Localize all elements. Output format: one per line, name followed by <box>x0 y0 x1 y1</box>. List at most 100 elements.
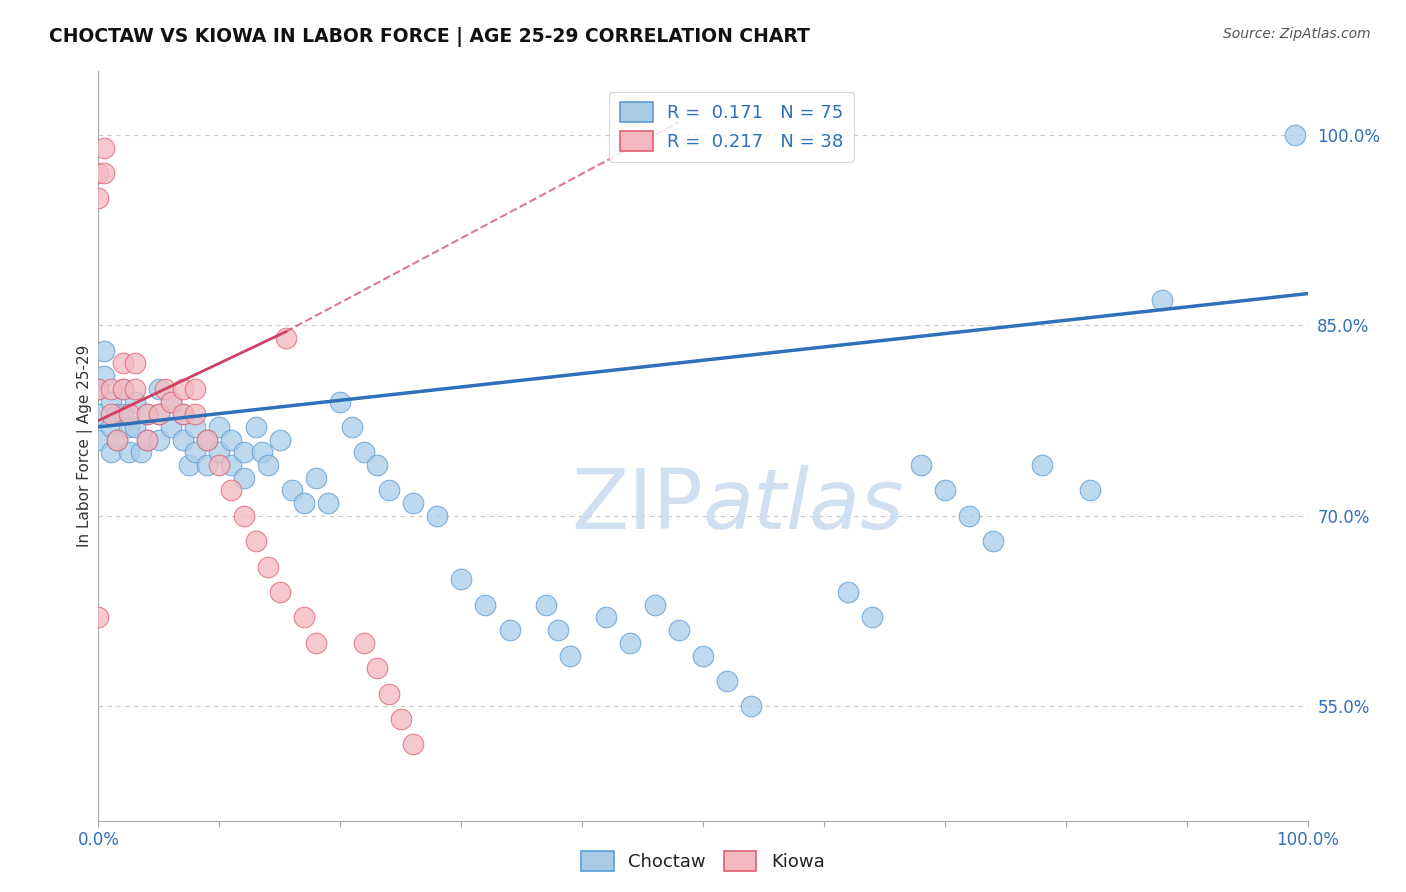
Point <box>87 382 110 396</box>
Point <box>105 407 128 421</box>
Point <box>595 610 617 624</box>
Point <box>1078 483 1101 498</box>
Point <box>269 585 291 599</box>
Text: ZIP: ZIP <box>571 466 703 547</box>
Point <box>716 673 738 688</box>
Point <box>547 623 569 637</box>
Point <box>135 433 157 447</box>
Point <box>148 433 170 447</box>
Point <box>184 407 207 421</box>
Point <box>292 610 315 624</box>
Point <box>111 356 134 370</box>
Point <box>957 508 980 523</box>
Point <box>184 382 207 396</box>
Point <box>172 382 194 396</box>
Point <box>269 433 291 447</box>
Point <box>87 610 110 624</box>
Point <box>837 585 859 599</box>
Point <box>100 394 122 409</box>
Point <box>498 623 520 637</box>
Y-axis label: In Labor Force | Age 25-29: In Labor Force | Age 25-29 <box>76 345 93 547</box>
Point <box>124 356 146 370</box>
Point <box>160 420 183 434</box>
Point <box>118 445 141 459</box>
Point <box>93 166 115 180</box>
Point <box>232 445 254 459</box>
Text: Source: ZipAtlas.com: Source: ZipAtlas.com <box>1223 27 1371 41</box>
Point <box>148 407 170 421</box>
Point <box>184 445 207 459</box>
Point <box>534 598 557 612</box>
Point <box>148 407 170 421</box>
Point <box>692 648 714 663</box>
Point <box>87 433 110 447</box>
Point <box>281 483 304 498</box>
Point <box>93 140 115 154</box>
Point <box>305 636 328 650</box>
Point <box>111 407 134 421</box>
Point <box>100 407 122 421</box>
Point <box>93 369 115 384</box>
Point <box>644 598 666 612</box>
Point <box>402 738 425 752</box>
Point <box>342 420 364 434</box>
Point <box>740 699 762 714</box>
Point <box>377 687 399 701</box>
Point <box>558 648 581 663</box>
Point <box>124 394 146 409</box>
Point <box>160 394 183 409</box>
Point <box>1152 293 1174 307</box>
Point <box>934 483 956 498</box>
Point <box>87 382 110 396</box>
Point <box>93 343 115 358</box>
Point <box>100 445 122 459</box>
Point <box>87 407 110 421</box>
Point <box>353 636 375 650</box>
Point <box>292 496 315 510</box>
Point <box>195 433 218 447</box>
Point <box>860 610 883 624</box>
Point <box>450 572 472 586</box>
Point <box>353 445 375 459</box>
Text: CHOCTAW VS KIOWA IN LABOR FORCE | AGE 25-29 CORRELATION CHART: CHOCTAW VS KIOWA IN LABOR FORCE | AGE 25… <box>49 27 810 46</box>
Point <box>245 534 267 549</box>
Point <box>135 407 157 421</box>
Point <box>256 458 278 472</box>
Point <box>232 471 254 485</box>
Point <box>316 496 339 510</box>
Point <box>124 382 146 396</box>
Point <box>87 166 110 180</box>
Text: atlas: atlas <box>703 466 904 547</box>
Point <box>100 382 122 396</box>
Point <box>172 433 194 447</box>
Legend: R =  0.171   N = 75, R =  0.217   N = 38: R = 0.171 N = 75, R = 0.217 N = 38 <box>609 92 853 162</box>
Point <box>100 420 122 434</box>
Point <box>105 433 128 447</box>
Point <box>153 382 176 396</box>
Point <box>1284 128 1306 142</box>
Point <box>87 191 110 205</box>
Point <box>195 433 218 447</box>
Point <box>208 458 231 472</box>
Point <box>221 433 243 447</box>
Point <box>195 458 218 472</box>
Point <box>179 458 201 472</box>
Point <box>619 636 641 650</box>
Point <box>305 471 328 485</box>
Point <box>474 598 496 612</box>
Point <box>232 508 254 523</box>
Point <box>981 534 1004 549</box>
Point <box>105 433 128 447</box>
Point <box>426 508 449 523</box>
Point <box>250 445 273 459</box>
Point <box>118 407 141 421</box>
Point <box>221 483 243 498</box>
Point <box>148 382 170 396</box>
Point <box>172 407 194 421</box>
Legend: Choctaw, Kiowa: Choctaw, Kiowa <box>574 844 832 879</box>
Point <box>208 445 231 459</box>
Point <box>274 331 297 345</box>
Point <box>172 407 194 421</box>
Point <box>329 394 352 409</box>
Point <box>135 433 157 447</box>
